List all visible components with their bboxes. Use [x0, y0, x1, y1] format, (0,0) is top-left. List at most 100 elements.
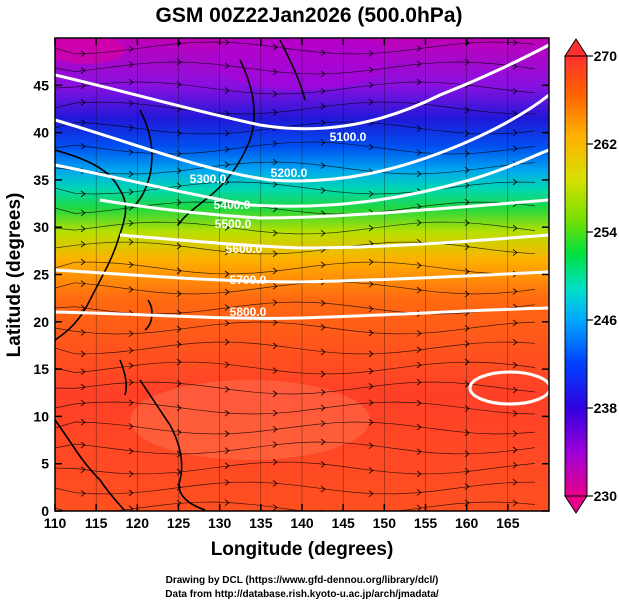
contour-label: 5300.0: [190, 172, 227, 186]
wind-arrow: [272, 425, 278, 433]
y-tick-label: 15: [33, 361, 49, 377]
wind-arrow: [320, 139, 326, 146]
wind-arrow: [320, 261, 326, 269]
wind-arrow: [464, 106, 470, 114]
wind-arrow: [128, 261, 134, 269]
wind-arrow: [464, 429, 470, 437]
wind-arrow: [368, 258, 374, 266]
streamline: [55, 261, 536, 275]
wind-arrow: [464, 467, 470, 475]
plot-area: 5100.0 5200.0 5300.0 5400.0 5500.0 5600.0 5700…: [55, 38, 549, 511]
wind-arrow: [464, 268, 470, 275]
wind-arrow: [80, 466, 86, 474]
wind-arrow: [320, 348, 326, 356]
wind-arrow: [512, 87, 518, 95]
streamline: [55, 321, 536, 335]
colorbar-tick-label: 262: [594, 136, 618, 152]
wind-arrow: [320, 87, 326, 95]
colorbar-tick-label: 270: [594, 48, 618, 64]
x-tick-label: 130: [208, 515, 232, 531]
wind-arrow: [224, 146, 230, 153]
x-tick-label: 160: [455, 515, 479, 531]
wind-arrow: [368, 350, 374, 358]
wind-arrow: [80, 82, 86, 90]
streamline: [55, 381, 536, 395]
wind-arrow: [320, 323, 326, 331]
streamline: [55, 401, 536, 415]
wind-arrow: [320, 420, 326, 427]
wind-arrow: [128, 399, 134, 406]
wind-arrow: [80, 441, 86, 449]
streamline: [55, 221, 536, 235]
wind-arrow: [320, 49, 326, 57]
x-tick-label: 155: [414, 515, 438, 531]
wind-arrow: [464, 340, 470, 348]
colorbar-tick-label: 246: [594, 312, 618, 328]
streamline: [55, 201, 536, 215]
wind-arrow: [512, 39, 518, 47]
streamline: [55, 501, 536, 511]
y-axis: 0 5 10 15 20 25 30 35 40 45: [33, 77, 549, 519]
wind-arrow: [512, 461, 518, 469]
streamline: [55, 121, 536, 135]
wind-arrow: [464, 198, 470, 206]
colorbar-tick-label: 254: [594, 224, 618, 240]
wind-arrow: [512, 288, 518, 295]
wind-arrow: [224, 62, 230, 70]
contour-labels: 5100.0 5200.0 5300.0 5400.0 5500.0 5600.0 5700…: [190, 130, 367, 319]
streamline: [55, 101, 536, 115]
wind-arrow: [80, 50, 86, 58]
streamline: [55, 141, 536, 155]
streamline: [55, 481, 536, 495]
wind-arrow: [80, 209, 86, 217]
wind-arrow: [464, 58, 470, 66]
wind-arrow: [320, 299, 326, 307]
wind-arrow: [416, 361, 422, 369]
colorbar-tick-label: 230: [594, 488, 618, 504]
wind-arrow: [464, 130, 470, 137]
wind-arrow: [416, 504, 422, 511]
contour-label: 5100.0: [330, 130, 367, 144]
wind-arrow: [368, 305, 374, 313]
wind-arrow: [320, 229, 326, 237]
wind-arrow: [80, 350, 86, 358]
wind-arrow: [512, 145, 518, 152]
wind-arrow: [272, 504, 278, 511]
wind-arrow: [272, 441, 278, 448]
wind-arrow: [416, 470, 422, 478]
wind-arrow: [272, 342, 278, 350]
wind-arrow: [272, 390, 278, 398]
wind-arrow: [320, 370, 326, 378]
wind-arrow: [80, 383, 86, 391]
y-tick-label: 35: [33, 172, 49, 188]
wind-arrow: [368, 467, 374, 474]
x-tick-label: 120: [126, 515, 150, 531]
wind-arrow: [416, 286, 422, 294]
wind-arrow: [512, 386, 518, 394]
wind-arrow: [224, 224, 230, 231]
wind-arrow: [224, 248, 230, 256]
credit-line-2: Data from http://database.rish.kyoto-u.a…: [165, 589, 439, 600]
wind-arrow: [128, 447, 134, 455]
streamline: [55, 281, 536, 295]
colorbar: 230 238 246 254 262 270: [564, 38, 618, 514]
wind-arrow: [368, 143, 374, 151]
wind-arrow: [368, 66, 374, 74]
wind-arrow: [224, 87, 230, 94]
wind-arrow: [224, 129, 230, 137]
wind-arrow: [224, 447, 230, 454]
wind-arrow: [416, 60, 422, 68]
streamline: [55, 181, 536, 195]
wind-arrow: [272, 229, 278, 237]
streamline: [55, 81, 536, 95]
wind-arrow: [464, 483, 470, 490]
wind-arrow: [464, 325, 470, 332]
wind-arrow: [224, 270, 230, 278]
wind-arrow: [272, 367, 278, 374]
wind-arrow: [128, 286, 134, 293]
wind-arrow: [512, 249, 518, 256]
wind-arrow: [464, 150, 470, 157]
wind-arrow: [416, 330, 422, 337]
wind-arrow: [224, 499, 230, 506]
wind-arrow: [368, 490, 374, 498]
